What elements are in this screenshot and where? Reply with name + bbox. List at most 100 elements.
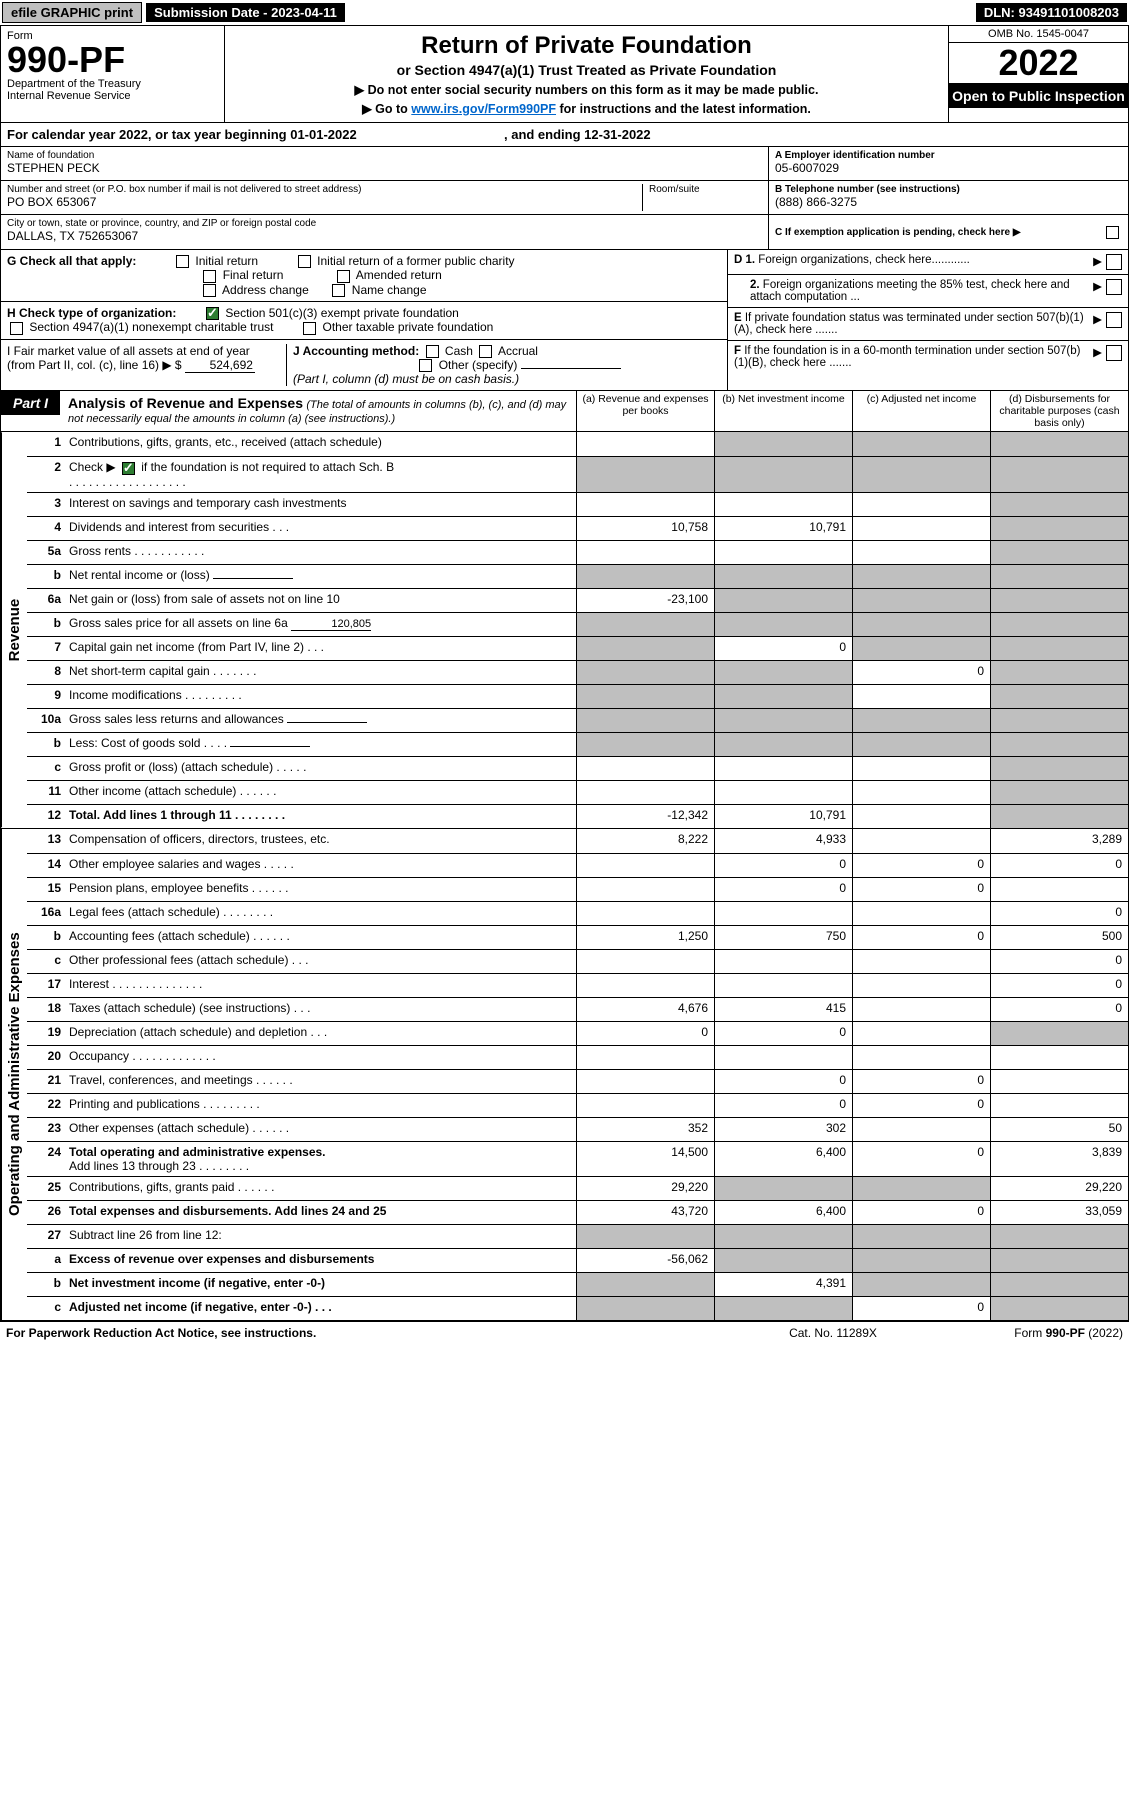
chk-initial[interactable] <box>176 255 189 268</box>
info-grid: Name of foundation STEPHEN PECK Number a… <box>1 147 1128 250</box>
r18-num: 18 <box>27 998 65 1021</box>
cal-begin: For calendar year 2022, or tax year begi… <box>7 127 357 142</box>
r13-a: 8,222 <box>576 829 714 853</box>
chk-initial-former[interactable] <box>298 255 311 268</box>
r21-desc: Travel, conferences, and meetings . . . … <box>65 1070 576 1093</box>
r6b-a <box>576 613 714 636</box>
r15-b: 0 <box>714 878 852 901</box>
chk-other-acct[interactable] <box>419 359 432 372</box>
j1: Cash <box>445 344 473 358</box>
g6: Name change <box>352 283 427 297</box>
lower-left: G Check all that apply: Initial return I… <box>1 250 728 390</box>
city-label: City or town, state or province, country… <box>7 218 762 229</box>
r1-a <box>576 432 714 456</box>
r5b-amt <box>213 578 293 579</box>
r4-c <box>852 517 990 540</box>
info-left: Name of foundation STEPHEN PECK Number a… <box>1 147 768 249</box>
r26-a: 43,720 <box>576 1201 714 1224</box>
part1-header: Part I Analysis of Revenue and Expenses … <box>1 390 1128 432</box>
r10a-amt <box>287 722 367 723</box>
r14-desc: Other employee salaries and wages . . . … <box>65 854 576 877</box>
r9-a <box>576 685 714 708</box>
r6b-c <box>852 613 990 636</box>
r6a-c <box>852 589 990 612</box>
r27b-b: 4,391 <box>714 1273 852 1296</box>
r23-d: 50 <box>990 1118 1128 1141</box>
r10c-a <box>576 757 714 780</box>
r27a-desc: Excess of revenue over expenses and disb… <box>65 1249 576 1272</box>
r21-c: 0 <box>852 1070 990 1093</box>
r13-b: 4,933 <box>714 829 852 853</box>
r10b-a <box>576 733 714 756</box>
r7-d <box>990 637 1128 660</box>
form-number: 990-PF <box>7 42 218 78</box>
g4: Amended return <box>356 268 442 282</box>
r23-b: 302 <box>714 1118 852 1141</box>
r1-c <box>852 432 990 456</box>
r5a-d <box>990 541 1128 564</box>
chk-4947[interactable] <box>10 322 23 335</box>
r20-a <box>576 1046 714 1069</box>
r6a-d <box>990 589 1128 612</box>
r10c-c <box>852 757 990 780</box>
c-checkbox[interactable] <box>1106 226 1119 239</box>
r10a-a <box>576 709 714 732</box>
r3-c <box>852 493 990 516</box>
d2-checkbox[interactable] <box>1106 279 1122 295</box>
chk-accrual[interactable] <box>479 345 492 358</box>
r5b-text: Net rental income or (loss) <box>69 568 210 582</box>
r2-post: if the foundation is not required to att… <box>138 460 394 474</box>
chk-cash[interactable] <box>426 345 439 358</box>
r2-num: 2 <box>27 457 65 491</box>
form-link[interactable]: www.irs.gov/Form990PF <box>411 102 556 116</box>
r27b-a <box>576 1273 714 1296</box>
r19-desc: Depreciation (attach schedule) and deple… <box>65 1022 576 1045</box>
f-checkbox[interactable] <box>1106 345 1122 361</box>
r17-b <box>714 974 852 997</box>
r6a-b <box>714 589 852 612</box>
arrow-icon: ▶ <box>1093 279 1102 303</box>
dln: DLN: 93491101008203 <box>976 3 1127 22</box>
chk-schb[interactable] <box>122 462 135 475</box>
chk-501c3[interactable] <box>206 307 219 320</box>
r7-a <box>576 637 714 660</box>
r12-b: 10,791 <box>714 805 852 828</box>
r10b-b <box>714 733 852 756</box>
r16b-num: b <box>27 926 65 949</box>
r16c-desc: Other professional fees (attach schedule… <box>65 950 576 973</box>
chk-final[interactable] <box>203 270 216 283</box>
r15-desc: Pension plans, employee benefits . . . .… <box>65 878 576 901</box>
r27b-num: b <box>27 1273 65 1296</box>
r27-a <box>576 1225 714 1248</box>
note-1: ▶ Do not enter social security numbers o… <box>231 82 942 97</box>
part1-label: Part I <box>1 391 60 415</box>
name-label: Name of foundation <box>7 150 762 161</box>
r5b-b <box>714 565 852 588</box>
r25-c <box>852 1177 990 1200</box>
r23-a: 352 <box>576 1118 714 1141</box>
r14-d: 0 <box>990 854 1128 877</box>
r26-desc: Total expenses and disbursements. Add li… <box>65 1201 576 1224</box>
chk-amended[interactable] <box>337 270 350 283</box>
chk-address[interactable] <box>203 284 216 297</box>
r24-d: 3,839 <box>990 1142 1128 1176</box>
h3: Other taxable private foundation <box>323 320 494 334</box>
r7-c <box>852 637 990 660</box>
r25-a: 29,220 <box>576 1177 714 1200</box>
r27c-a <box>576 1297 714 1320</box>
d1-checkbox[interactable] <box>1106 254 1122 270</box>
r10a-c <box>852 709 990 732</box>
e-checkbox[interactable] <box>1106 312 1122 328</box>
r3-num: 3 <box>27 493 65 516</box>
r21-num: 21 <box>27 1070 65 1093</box>
r18-d: 0 <box>990 998 1128 1021</box>
r27-c <box>852 1225 990 1248</box>
r11-c <box>852 781 990 804</box>
efile-button[interactable]: efile GRAPHIC print <box>2 2 142 23</box>
calendar-year-row: For calendar year 2022, or tax year begi… <box>1 123 1128 147</box>
r15-c: 0 <box>852 878 990 901</box>
chk-other-tax[interactable] <box>303 322 316 335</box>
chk-name[interactable] <box>332 284 345 297</box>
city-value: DALLAS, TX 752653067 <box>7 229 762 243</box>
r16a-num: 16a <box>27 902 65 925</box>
